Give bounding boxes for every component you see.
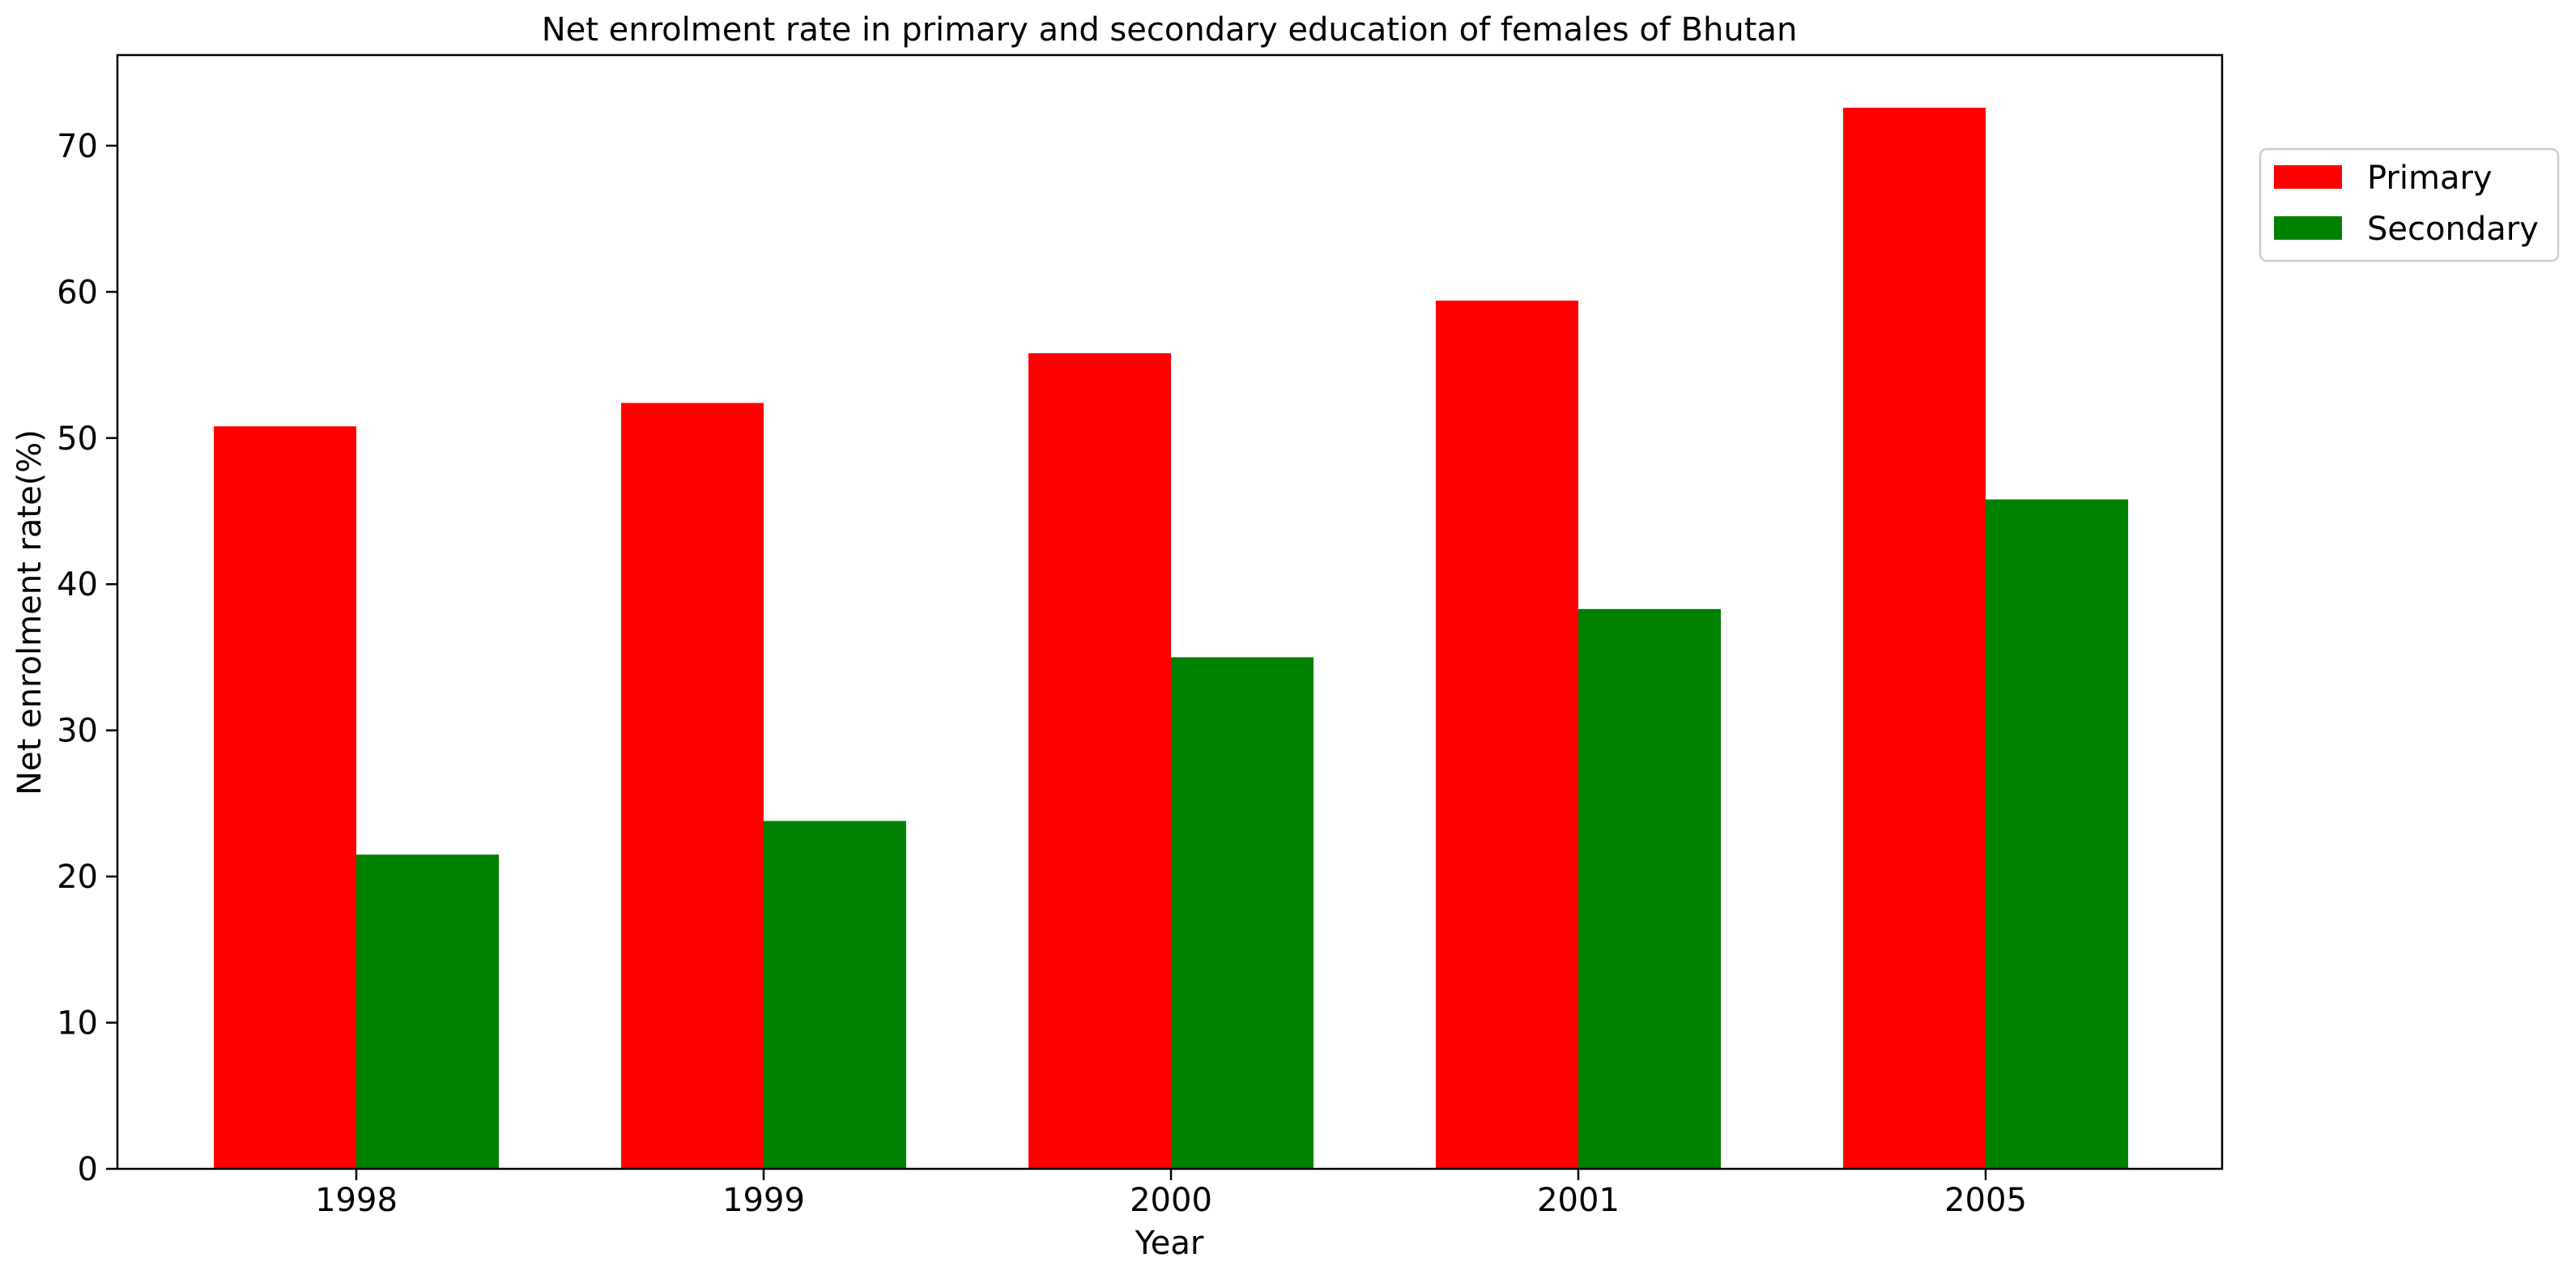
chart-title: Net enrolment rate in primary and second…: [542, 11, 1798, 49]
x-tick-label: 2000: [1130, 1182, 1212, 1219]
bar-secondary-1999: [764, 821, 906, 1169]
y-tick-label: 60: [57, 274, 98, 311]
plot-frame: [116, 53, 2224, 1170]
y-axis-ticks: 0 10 20 30 40 50 60 70: [57, 128, 117, 1188]
y-tick-label: 50: [57, 420, 98, 458]
legend-label-secondary: Secondary: [2367, 211, 2539, 248]
bar-primary-1998: [214, 426, 356, 1169]
bar-secondary-2005: [1986, 499, 2128, 1169]
y-tick-label: 40: [57, 566, 98, 603]
legend: Primary Secondary: [2259, 147, 2560, 262]
y-tick-label: 20: [57, 859, 98, 896]
x-tick-label: 2001: [1537, 1182, 1620, 1219]
bars-group: [214, 107, 2128, 1170]
y-axis-label: Net enrolment rate(%): [11, 429, 49, 795]
x-tick-label: 1999: [722, 1182, 805, 1219]
bar-secondary-2000: [1171, 657, 1314, 1169]
x-axis-ticks: 1998 1999 2000 2001 2005: [315, 1169, 2027, 1219]
x-tick-label: 1998: [315, 1182, 398, 1219]
bar-secondary-1998: [356, 855, 499, 1169]
y-tick-label: 10: [57, 1005, 98, 1042]
bar-primary-1999: [621, 403, 764, 1170]
y-tick-label: 30: [57, 713, 98, 750]
y-tick-label: 70: [57, 128, 98, 165]
y-tick-label: 0: [78, 1151, 98, 1188]
x-tick-label: 2005: [1944, 1182, 2027, 1219]
legend-swatch-secondary: [2274, 216, 2342, 240]
legend-swatch-primary: [2274, 165, 2342, 189]
legend-label-primary: Primary: [2367, 160, 2493, 197]
bar-primary-2005: [1843, 107, 1986, 1169]
bar-primary-2001: [1436, 301, 1578, 1169]
x-axis-label: Year: [1135, 1225, 1204, 1262]
bar-secondary-2001: [1578, 608, 1721, 1169]
bar-primary-2000: [1028, 353, 1171, 1169]
